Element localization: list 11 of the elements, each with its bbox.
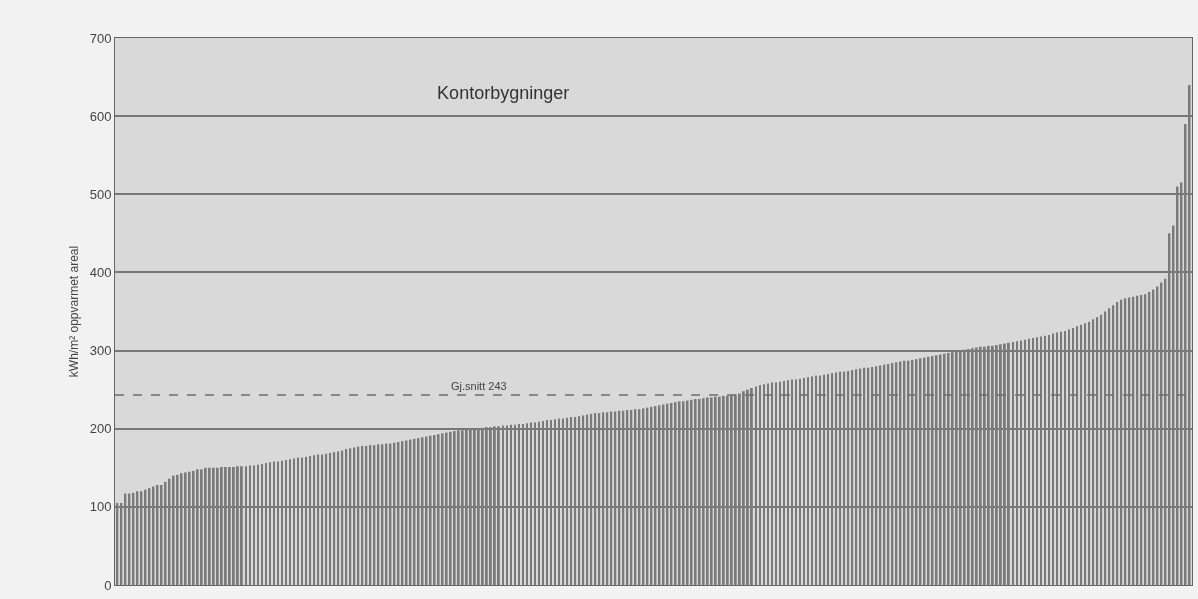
y-tick-label: 0 [104,577,112,593]
y-tick-label: 500 [89,186,112,202]
y-axis-title: kWh/m² oppvarmet areal [67,245,81,378]
y-tick-label: 600 [89,108,112,124]
y-tick-label: 300 [89,343,112,359]
text: Kontorbygninger [437,83,570,104]
ref-line-label: Gj.snitt 243 [451,380,507,392]
y-tick-label: 400 [89,264,112,280]
y-tick-label: 700 [89,30,112,46]
y-tick-label: 200 [89,421,112,437]
y-tick-label: 100 [89,499,112,515]
